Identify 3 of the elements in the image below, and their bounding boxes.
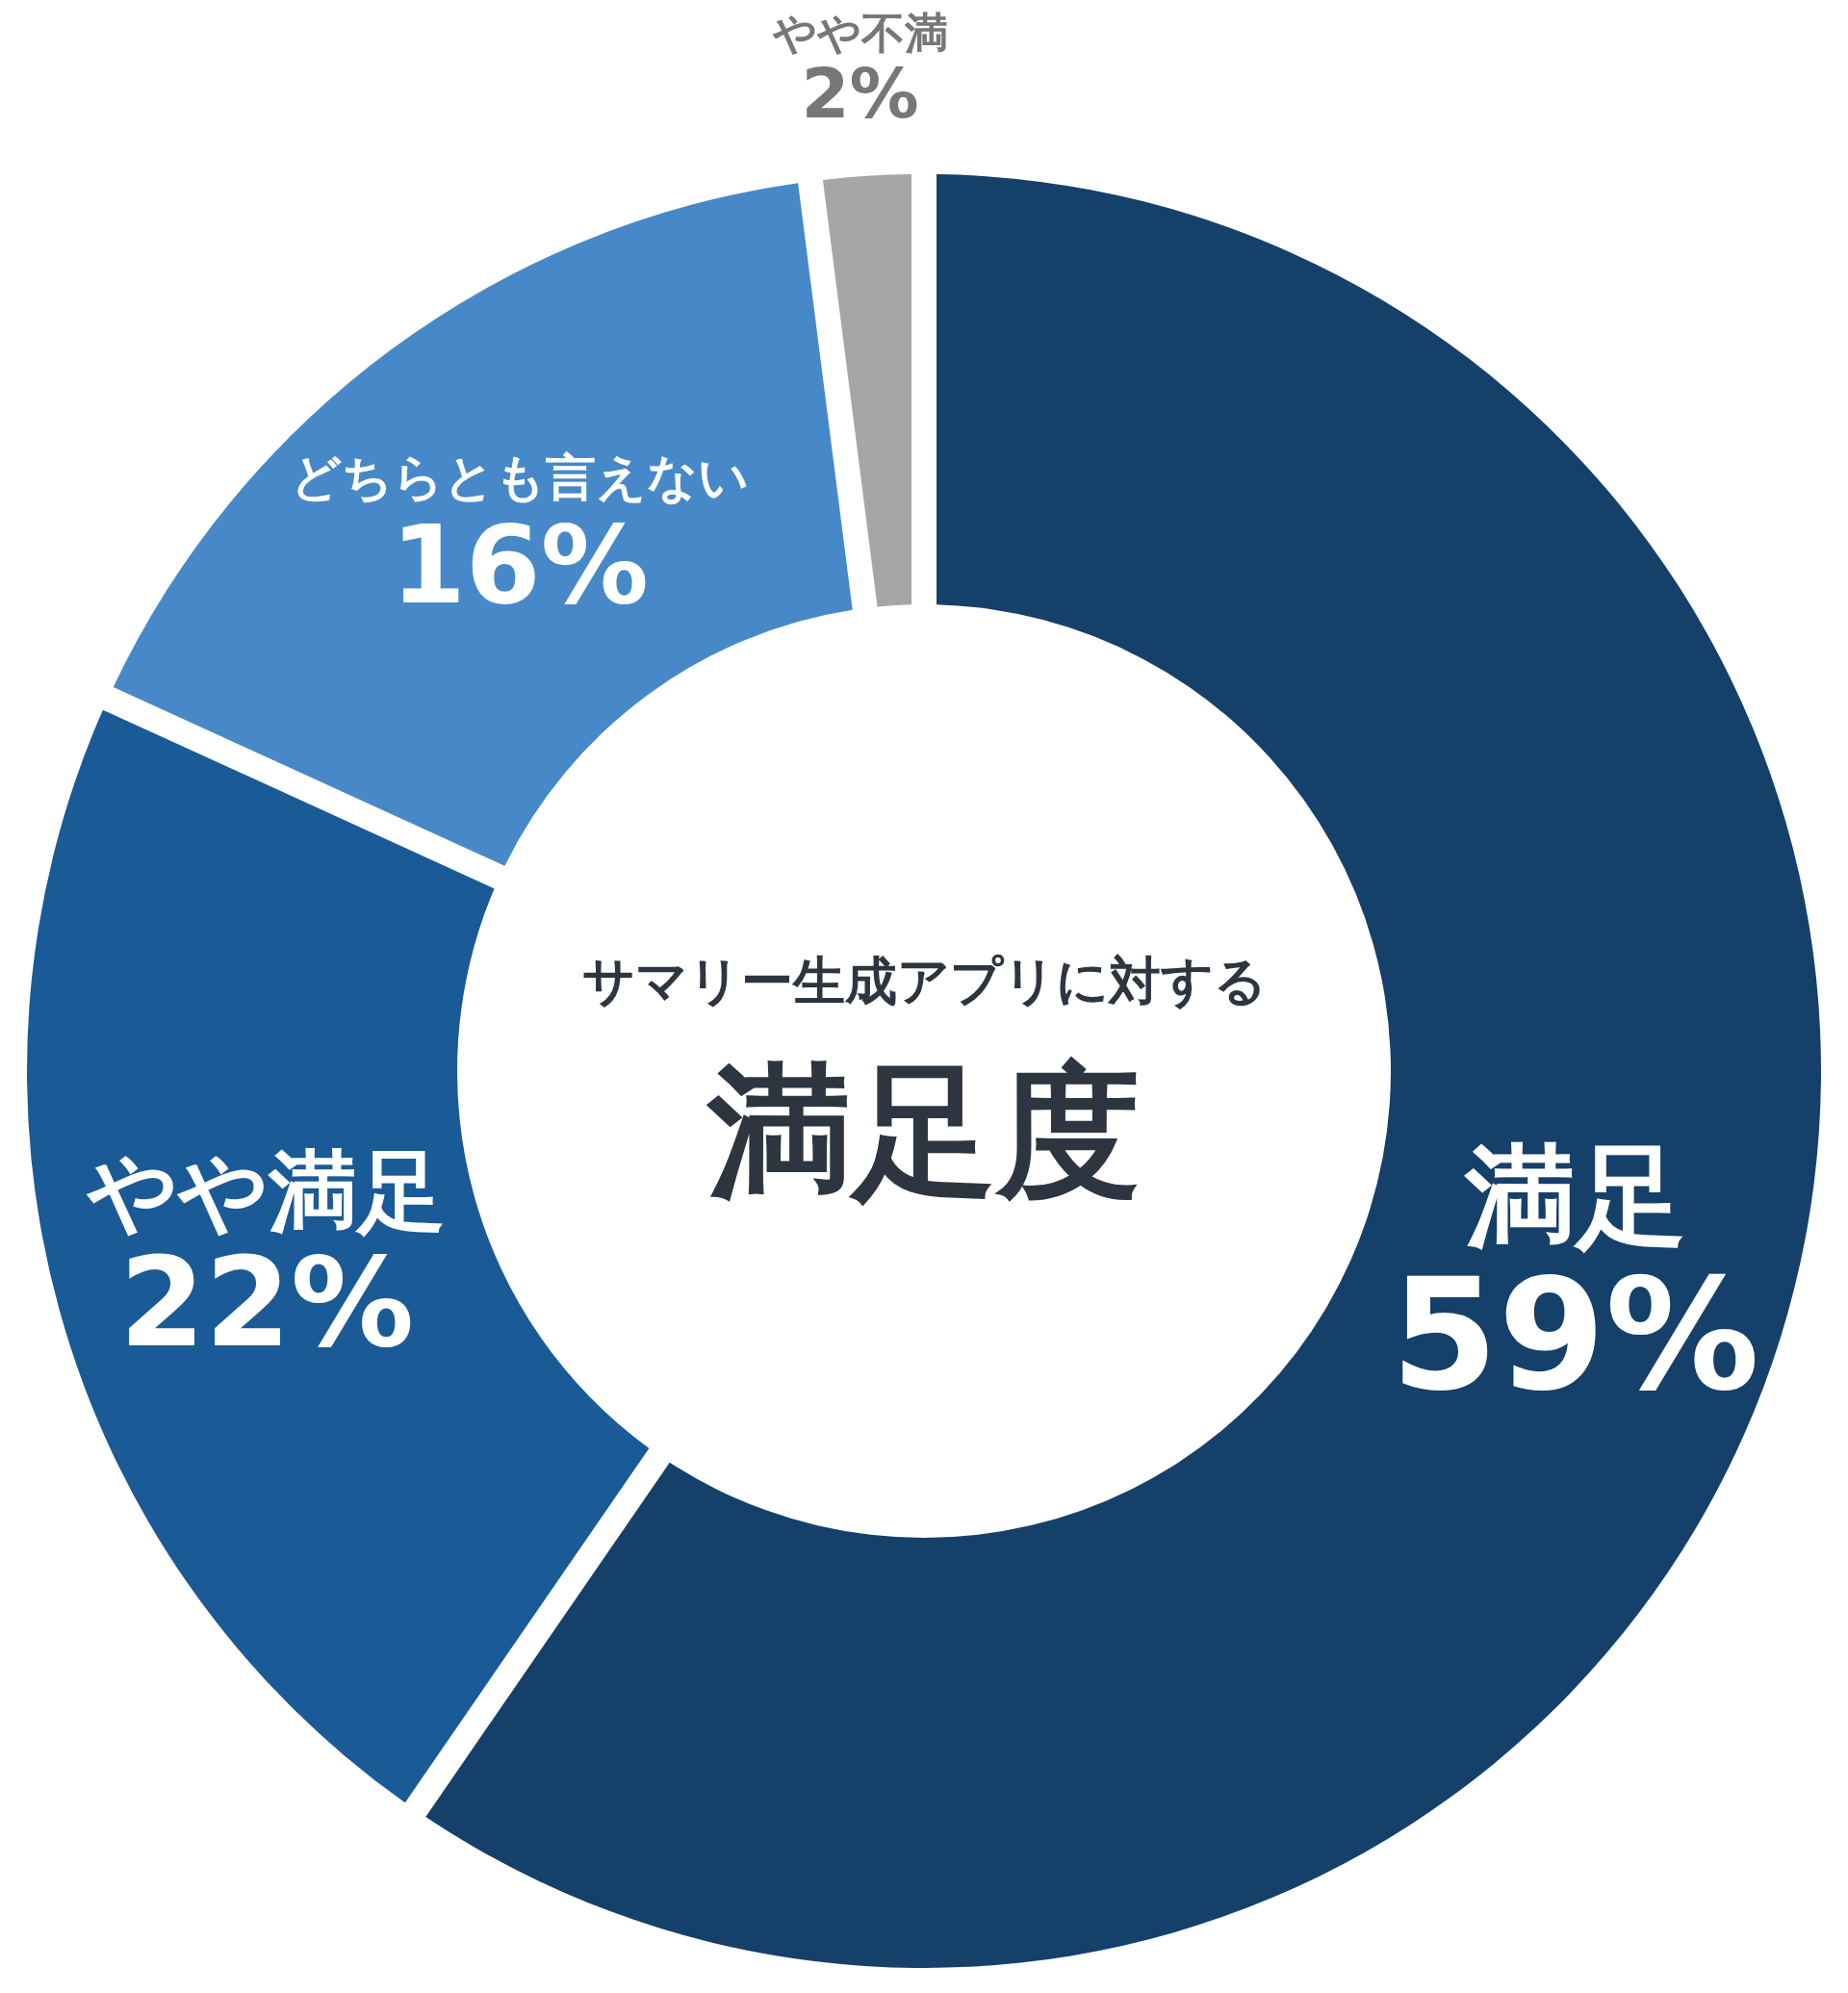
title: 満足度 <box>707 1048 1141 1215</box>
subtitle: サマリー生成アプリに対する <box>581 951 1267 1011</box>
category-label: やや不満 <box>772 8 948 60</box>
